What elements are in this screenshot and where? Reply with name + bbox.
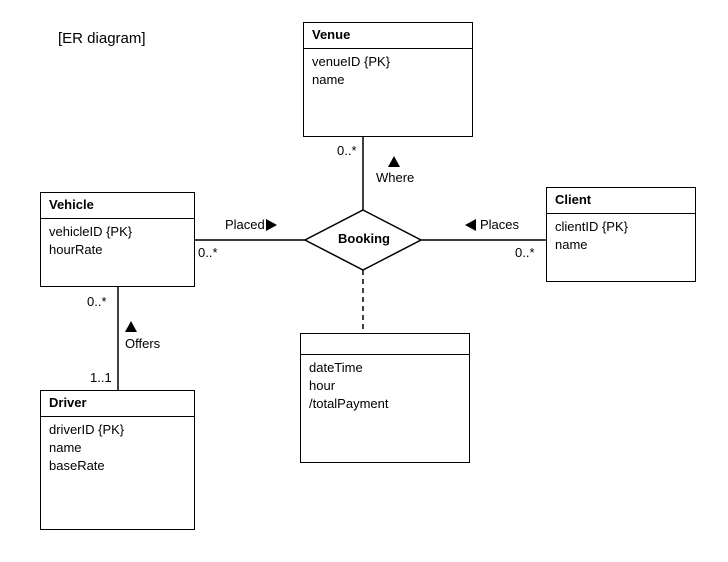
mult-client: 0..*	[515, 245, 535, 260]
label-where: Where	[376, 170, 414, 185]
attr: /totalPayment	[309, 395, 461, 413]
mult-vd-bottom: 1..1	[90, 370, 112, 385]
mult-venue: 0..*	[337, 143, 357, 158]
arrow-offers	[125, 321, 137, 332]
entity-venue: Venue venueID {PK} name	[303, 22, 473, 137]
arrow-places	[465, 219, 476, 231]
entity-driver-title: Driver	[41, 391, 194, 417]
attr: baseRate	[49, 457, 186, 475]
attr: hour	[309, 377, 461, 395]
entity-driver-attrs: driverID {PK} name baseRate	[41, 417, 194, 480]
attr: name	[555, 236, 687, 254]
entity-assoc-title	[301, 334, 469, 355]
booking-label: Booking	[338, 231, 390, 246]
attr: vehicleID {PK}	[49, 223, 186, 241]
entity-vehicle: Vehicle vehicleID {PK} hourRate	[40, 192, 195, 287]
entity-driver: Driver driverID {PK} name baseRate	[40, 390, 195, 530]
entity-vehicle-attrs: vehicleID {PK} hourRate	[41, 219, 194, 263]
label-places: Places	[480, 217, 519, 232]
attr: hourRate	[49, 241, 186, 259]
attr: clientID {PK}	[555, 218, 687, 236]
attr: name	[49, 439, 186, 457]
entity-client-attrs: clientID {PK} name	[547, 214, 695, 258]
entity-client-title: Client	[547, 188, 695, 214]
arrow-placed	[266, 219, 277, 231]
label-offers: Offers	[125, 336, 160, 351]
entity-venue-title: Venue	[304, 23, 472, 49]
entity-vehicle-title: Vehicle	[41, 193, 194, 219]
attr: name	[312, 71, 464, 89]
mult-vehicle: 0..*	[198, 245, 218, 260]
arrow-where	[388, 156, 400, 167]
entity-venue-attrs: venueID {PK} name	[304, 49, 472, 93]
entity-assoc: dateTime hour /totalPayment	[300, 333, 470, 463]
diagram-title: [ER diagram]	[58, 30, 146, 47]
label-placed: Placed	[225, 217, 265, 232]
entity-assoc-attrs: dateTime hour /totalPayment	[301, 355, 469, 418]
entity-client: Client clientID {PK} name	[546, 187, 696, 282]
attr: venueID {PK}	[312, 53, 464, 71]
mult-vd-top: 0..*	[87, 294, 107, 309]
attr: dateTime	[309, 359, 461, 377]
attr: driverID {PK}	[49, 421, 186, 439]
